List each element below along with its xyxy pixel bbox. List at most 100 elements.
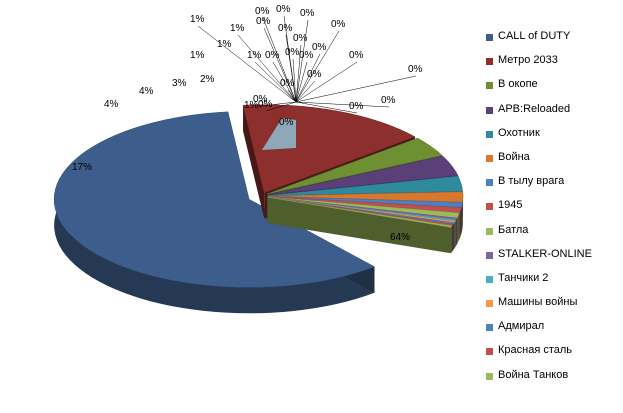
legend-swatch bbox=[486, 82, 493, 90]
pie-label-extra-1: 1% bbox=[230, 23, 245, 34]
legend-label: CALL of DUTY bbox=[498, 30, 571, 42]
legend-item: CALL of DUTY bbox=[484, 30, 619, 54]
leader-line-2 bbox=[254, 61, 297, 103]
legend-label: Машины войны bbox=[498, 296, 578, 309]
legend: CALL of DUTY Метро 2033 В окопе APB:Reloade… bbox=[484, 30, 619, 393]
legend-swatch bbox=[486, 34, 493, 41]
legend-item: Красная сталь bbox=[484, 344, 619, 368]
legend-swatch bbox=[486, 275, 493, 283]
pie-label-4: 3% bbox=[172, 78, 187, 89]
legend-item: Батла bbox=[484, 224, 619, 248]
legend-swatch bbox=[486, 179, 493, 187]
pie-label-extra-18: 0% bbox=[293, 33, 308, 44]
legend-swatch bbox=[486, 58, 493, 66]
leader-line-21 bbox=[265, 101, 297, 112]
legend-label: Батла bbox=[498, 223, 529, 236]
leader-line-10 bbox=[295, 53, 321, 103]
legend-swatch bbox=[486, 203, 493, 211]
leader-line-20 bbox=[260, 101, 297, 107]
pie-label-extra-13: 0% bbox=[408, 64, 423, 75]
legend-item: Метро 2033 bbox=[484, 54, 619, 78]
legend-swatch bbox=[486, 154, 493, 162]
leader-line-1 bbox=[237, 34, 297, 103]
legend-label: В окопе bbox=[498, 78, 538, 91]
leader-line-13 bbox=[295, 75, 417, 103]
leader-line-3 bbox=[263, 27, 297, 103]
pie-label-extra-0: 1% bbox=[190, 14, 205, 25]
pie-slice-top-14 bbox=[267, 196, 453, 228]
leader-line-7 bbox=[285, 34, 297, 103]
legend-label: Война bbox=[498, 150, 530, 163]
legend-label: Война Танков bbox=[498, 368, 569, 381]
leader-line-9 bbox=[272, 61, 297, 103]
pie-label-extra-11: 0% bbox=[349, 50, 364, 61]
legend-swatch bbox=[486, 300, 493, 308]
leader-line-12 bbox=[295, 80, 316, 103]
legend-item: STALKER-ONLINE bbox=[484, 248, 619, 272]
pie-label-extra-2: 1% bbox=[247, 50, 262, 61]
legend-swatch bbox=[486, 372, 493, 380]
legend-swatch bbox=[486, 324, 493, 332]
pie-label-extra-6: 0% bbox=[300, 8, 315, 19]
leader-line-17 bbox=[292, 58, 297, 103]
legend-swatch bbox=[486, 348, 493, 356]
legend-label: В тылу врага bbox=[498, 175, 565, 188]
pie-label-2: 4% bbox=[104, 99, 119, 110]
legend-label: STALKER-ONLINE bbox=[498, 247, 592, 260]
legend-item: Охотник bbox=[484, 127, 619, 151]
pie-label-extra-10: 0% bbox=[312, 42, 327, 53]
legend-label: 1945 bbox=[498, 199, 523, 212]
pie-label-extra-12: 0% bbox=[307, 69, 322, 80]
pie-label-1: 17% bbox=[72, 162, 92, 173]
leader-line-0 bbox=[197, 25, 297, 103]
pie-slice-face-14-1 bbox=[267, 197, 451, 254]
legend-item: В окопе bbox=[484, 78, 619, 102]
pie-label-extra-21: 0% bbox=[258, 99, 273, 110]
legend-item: Адмирал bbox=[484, 320, 619, 344]
pie-label-gray: 0% bbox=[279, 117, 294, 128]
leader-line-11 bbox=[295, 61, 358, 103]
pie-label-extra-19: 0% bbox=[280, 78, 295, 89]
legend-label: APB:Reloaded bbox=[498, 102, 571, 115]
pie-label-0: 64% bbox=[390, 232, 410, 243]
leader-line-14 bbox=[295, 101, 358, 114]
pie-label-extra-15: 0% bbox=[381, 95, 396, 106]
pie-label-extra-5: 0% bbox=[276, 4, 291, 15]
pie-slice-top-3 bbox=[267, 155, 459, 196]
pie-label-8: 1% bbox=[217, 39, 232, 50]
pie-label-extra-9: 0% bbox=[265, 50, 280, 61]
pie-label-5: 2% bbox=[200, 74, 215, 85]
leader-line-19 bbox=[287, 89, 297, 103]
legend-swatch bbox=[486, 227, 493, 235]
leader-line-6 bbox=[295, 19, 309, 103]
pie-label-extra-17: 0% bbox=[285, 47, 300, 58]
pie-label-extra-7: 0% bbox=[278, 23, 293, 34]
pie-slice-face-1-0 bbox=[243, 105, 265, 219]
legend-label: Охотник bbox=[498, 126, 540, 139]
legend-label: Танчики 2 bbox=[498, 271, 549, 284]
legend-item: Танчики 2 bbox=[484, 272, 619, 296]
pie-label-extra-3: 0% bbox=[256, 16, 271, 27]
pie-label-extra-8: 0% bbox=[331, 19, 346, 30]
legend-label: Адмирал bbox=[498, 320, 545, 333]
pie-label-extra-20: 0% bbox=[253, 94, 268, 105]
pie-label-6: 1% bbox=[244, 100, 259, 111]
legend-swatch bbox=[486, 130, 493, 138]
pie-slice-14 bbox=[267, 196, 453, 254]
pie-slice-side-0 bbox=[54, 111, 375, 314]
pie-slice-top-2 bbox=[266, 137, 443, 195]
leader-line-18 bbox=[295, 44, 302, 103]
pie-slice-top-0 bbox=[53, 111, 376, 288]
legend-label: Красная сталь bbox=[498, 344, 573, 357]
pie-label-7: 1% bbox=[190, 50, 205, 61]
legend-label: Метро 2033 bbox=[498, 54, 558, 67]
legend-swatch bbox=[486, 106, 493, 114]
pie-label-extra-14: 0% bbox=[349, 101, 364, 112]
leader-line-16 bbox=[295, 61, 308, 103]
leader-line-4 bbox=[262, 17, 297, 103]
pie-label-extra-16: 0% bbox=[299, 50, 314, 61]
legend-item: Война bbox=[484, 151, 619, 175]
pie-slice-gray bbox=[262, 118, 296, 150]
